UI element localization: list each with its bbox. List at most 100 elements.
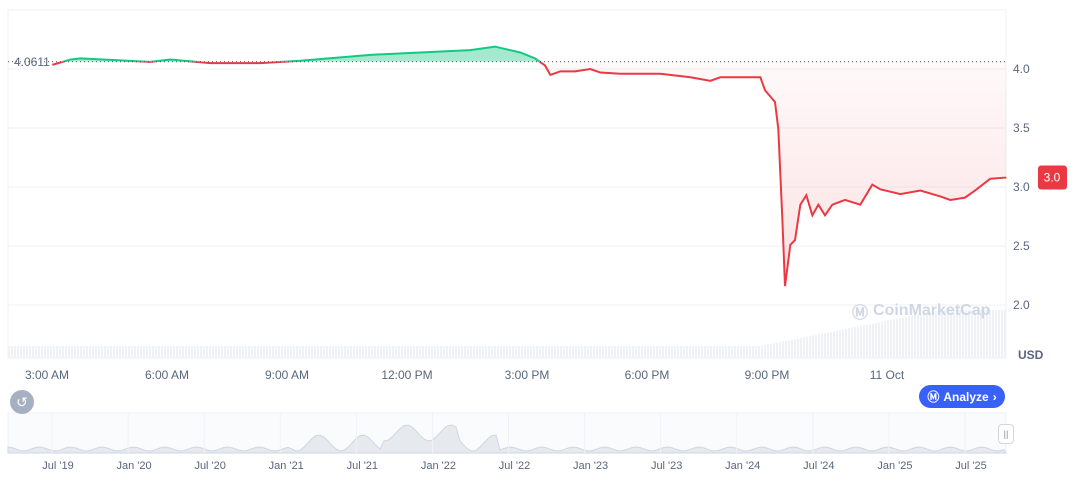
volume-bar	[14, 346, 16, 358]
volume-bar	[128, 346, 130, 358]
volume-bar	[473, 346, 475, 358]
volume-bar	[770, 344, 772, 358]
volume-bar	[107, 346, 109, 358]
price-line-down	[52, 61, 1007, 287]
volume-bar	[785, 341, 787, 358]
volume-bar	[110, 346, 112, 358]
volume-bar	[257, 346, 259, 358]
volume-bar	[416, 346, 418, 358]
volume-bar	[947, 310, 949, 358]
analyze-button[interactable]: Ⓜ Analyze ›	[919, 385, 1005, 408]
volume-bar	[734, 346, 736, 358]
volume-bar	[587, 346, 589, 358]
volume-bar	[116, 346, 118, 358]
volume-bar	[548, 346, 550, 358]
volume-bar	[824, 333, 826, 358]
volume-bar	[11, 346, 13, 358]
volume-bar	[80, 346, 82, 358]
volume-bar	[359, 346, 361, 358]
volume-bar	[542, 346, 544, 358]
volume-bar	[839, 330, 841, 358]
navigator-tick-label: Jul '23	[651, 460, 682, 472]
volume-bar	[935, 311, 937, 358]
volume-bar	[200, 346, 202, 358]
volume-bar	[497, 346, 499, 358]
volume-bar	[899, 318, 901, 358]
volume-bar	[482, 346, 484, 358]
volume-bar	[101, 346, 103, 358]
volume-bar	[737, 346, 739, 358]
volume-bar	[371, 346, 373, 358]
volume-bar	[521, 346, 523, 358]
volume-bar	[551, 346, 553, 358]
volume-bar	[695, 346, 697, 358]
volume-bar	[605, 346, 607, 358]
volume-bar	[467, 346, 469, 358]
volume-bar	[83, 346, 85, 358]
volume-bar	[566, 346, 568, 358]
volume-bar	[395, 346, 397, 358]
volume-bar	[1004, 310, 1006, 358]
volume-bar	[122, 346, 124, 358]
volume-bar	[779, 342, 781, 358]
navigator-handle[interactable]: ||	[998, 424, 1014, 444]
volume-bar	[713, 346, 715, 358]
volume-bar	[719, 346, 721, 358]
volume-bar	[980, 310, 982, 358]
volume-bar	[491, 346, 493, 358]
volume-bar	[752, 346, 754, 358]
volume-bar	[602, 346, 604, 358]
navigator-tick-label: Jul '19	[42, 460, 73, 472]
volume-bar	[29, 346, 31, 358]
volume-bar	[455, 346, 457, 358]
volume-bar	[41, 346, 43, 358]
volume-bar	[62, 346, 64, 358]
volume-bar	[56, 346, 58, 358]
volume-bar	[173, 346, 175, 358]
history-button[interactable]: ↺	[10, 390, 34, 414]
volume-bar	[425, 346, 427, 358]
x-tick-label: 12:00 PM	[381, 368, 432, 382]
volume-bar	[800, 338, 802, 358]
volume-bar	[863, 325, 865, 358]
volume-bar	[266, 346, 268, 358]
volume-bar	[971, 310, 973, 358]
volume-bar	[692, 346, 694, 358]
volume-bar	[794, 339, 796, 358]
volume-bar	[503, 346, 505, 358]
volume-bar	[308, 346, 310, 358]
volume-bar	[194, 346, 196, 358]
volume-bar	[620, 346, 622, 358]
navigator-tick-label: Jan '24	[725, 460, 760, 472]
volume-bar	[686, 346, 688, 358]
volume-bar	[479, 346, 481, 358]
volume-bar	[20, 346, 22, 358]
volume-bar	[923, 313, 925, 358]
volume-bar	[320, 346, 322, 358]
volume-bar	[362, 346, 364, 358]
volume-bar	[446, 346, 448, 358]
volume-bar	[86, 346, 88, 358]
volume-bar	[896, 318, 898, 358]
volume-bar	[329, 346, 331, 358]
volume-bar	[893, 319, 895, 358]
volume-bar	[53, 346, 55, 358]
volume-bar	[245, 346, 247, 358]
volume-bar	[644, 346, 646, 358]
volume-bar	[170, 346, 172, 358]
volume-bar	[119, 346, 121, 358]
volume-bar	[533, 346, 535, 358]
volume-bar	[518, 346, 520, 358]
volume-bar	[698, 346, 700, 358]
volume-bar	[797, 338, 799, 358]
x-tick-label: 3:00 AM	[25, 368, 69, 382]
volume-bar	[986, 310, 988, 358]
volume-bar	[92, 346, 94, 358]
volume-bar	[32, 346, 34, 358]
area-below-baseline	[52, 61, 1007, 287]
volume-bar	[722, 346, 724, 358]
volume-bar	[278, 346, 280, 358]
volume-bar	[167, 346, 169, 358]
volume-bar	[311, 346, 313, 358]
